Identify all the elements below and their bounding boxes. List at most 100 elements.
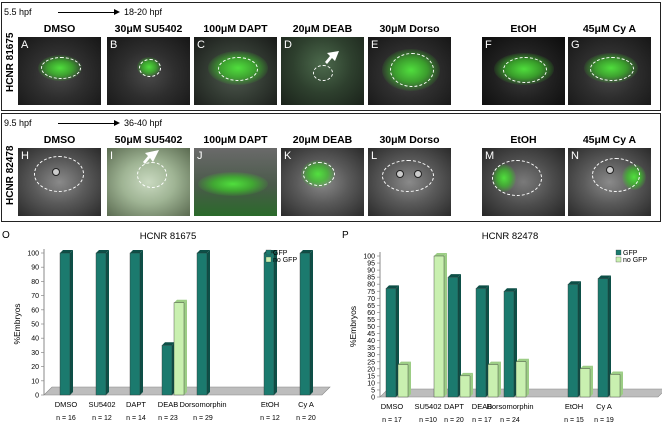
panel-letter: O [2, 230, 10, 241]
panel-letter: G [571, 39, 580, 51]
gfp-signal [198, 172, 268, 196]
category-label: Cy A [596, 402, 612, 411]
category-label: Dorsomorphin [179, 400, 226, 409]
panel-letter: K [284, 150, 292, 162]
bar-top [300, 250, 313, 253]
dashed-outline [592, 158, 640, 192]
bar-no-gfp [173, 302, 185, 396]
y-tick-label: 10 [367, 380, 375, 387]
sample-size-label: n = 14 [126, 415, 146, 422]
dashed-outline [390, 53, 434, 87]
treatment-header-l: 30μM Dorso [379, 134, 440, 146]
bar-side [184, 299, 187, 395]
y-tick-label: 85 [367, 275, 375, 282]
y-tick-label: 95 [367, 261, 375, 268]
dashed-outline [503, 57, 547, 83]
treatment-header-f: EtOH [510, 23, 537, 35]
bar-side [608, 275, 611, 397]
bar-top [580, 365, 593, 369]
bar-no-gfp [459, 375, 471, 398]
embryo-image-g: G [568, 37, 651, 105]
sample-size-label: n = 20 [296, 415, 316, 422]
treatment-header-a: DMSO [43, 23, 76, 35]
y-tick-label: 80 [367, 282, 375, 289]
category-label: SU5402 [414, 402, 441, 411]
bar-no-gfp [515, 361, 527, 398]
top-stage-start: 5.5 hpf [4, 7, 32, 17]
sample-size-label: n =10 [419, 417, 437, 423]
bar-no-gfp [433, 255, 445, 398]
bar-top [448, 274, 461, 278]
bar-gfp [447, 276, 459, 398]
panel-letter: E [371, 39, 379, 51]
category-label: DAPT [444, 402, 464, 411]
y-tick-label: 90 [31, 265, 39, 272]
legend-label-no-gfp: no GFP [273, 257, 297, 264]
bottom-enhancer-label: HCNR 82478 [5, 145, 16, 205]
y-axis-label: %Embryos [12, 303, 22, 344]
chart-o: O HCNR 81675 0 10 20 30 40 50 60 70 80 90 100 %Embryo… [2, 230, 331, 422]
sample-size-label: n = 12 [260, 415, 280, 422]
top-stage-arrowhead [114, 9, 120, 15]
sample-size-label: n = 12 [92, 415, 112, 422]
legend-label-no-gfp: no GFP [623, 257, 647, 264]
bar-side [140, 250, 143, 395]
bar-no-gfp [609, 374, 621, 398]
dashed-outline [34, 156, 84, 192]
chart-title: HCNR 82478 [482, 231, 539, 242]
panel-letter: A [21, 39, 29, 51]
treatment-header-g: 45μM Cy A [582, 23, 637, 35]
y-tick-label: 50 [31, 322, 39, 329]
embryo-image-c: C [194, 37, 277, 105]
y-tick-label: 30 [31, 350, 39, 357]
embryo-image-l: L [368, 148, 451, 216]
legend-swatch-gfp [265, 249, 272, 256]
bar-top [197, 250, 210, 253]
bar-gfp [567, 284, 579, 398]
bar-top [386, 285, 399, 289]
y-tick-label: 100 [363, 254, 375, 261]
embryo-image-b: B [107, 37, 190, 105]
bottom-stage-start: 9.5 hpf [4, 118, 32, 128]
embryo-image-i: I [107, 148, 190, 216]
sample-size-label: n = 19 [594, 417, 614, 423]
embryo-image-j: J [194, 148, 277, 216]
embryo-image-m: M [482, 148, 565, 216]
bar-side [408, 361, 411, 397]
bar-gfp [503, 291, 515, 398]
y-tick-label: 10 [31, 378, 39, 385]
dashed-outline [41, 57, 81, 79]
y-tick-label: 70 [31, 293, 39, 300]
bottom-stage-arrowhead [114, 120, 120, 126]
y-tick-label: 15 [367, 373, 375, 380]
bar-no-gfp [487, 364, 499, 398]
panel-letter: M [485, 150, 495, 162]
panel-letter: C [197, 39, 205, 51]
sample-size-label: n = 16 [56, 415, 76, 422]
bar-side [70, 250, 73, 395]
panel-letter: P [342, 230, 349, 241]
bar-top [476, 285, 489, 289]
treatment-header-c: 100μM DAPT [203, 23, 268, 35]
bottom-stage-end: 36-40 hpf [124, 118, 163, 128]
bar-side [590, 365, 593, 397]
panel-letter: D [284, 39, 292, 51]
bar-top [96, 250, 109, 253]
y-tick-label: 75 [367, 289, 375, 296]
pointer-arrow-icon [325, 51, 339, 64]
dashed-outline [313, 65, 333, 81]
treatment-header-m: EtOH [510, 134, 537, 146]
bar-top [504, 288, 517, 292]
bar-no-gfp [579, 368, 591, 398]
y-tick-label: 80 [31, 279, 39, 286]
y-tick-label: 100 [27, 251, 39, 258]
bar-top [434, 253, 447, 256]
bar-gfp [385, 288, 397, 398]
bar-side [444, 253, 447, 397]
category-label: DAPT [126, 400, 146, 409]
category-label: DMSO [381, 402, 404, 411]
treatment-header-h: DMSO [43, 134, 76, 146]
bar-top [488, 361, 501, 365]
bar-gfp [95, 252, 107, 396]
bar-top [598, 275, 611, 279]
